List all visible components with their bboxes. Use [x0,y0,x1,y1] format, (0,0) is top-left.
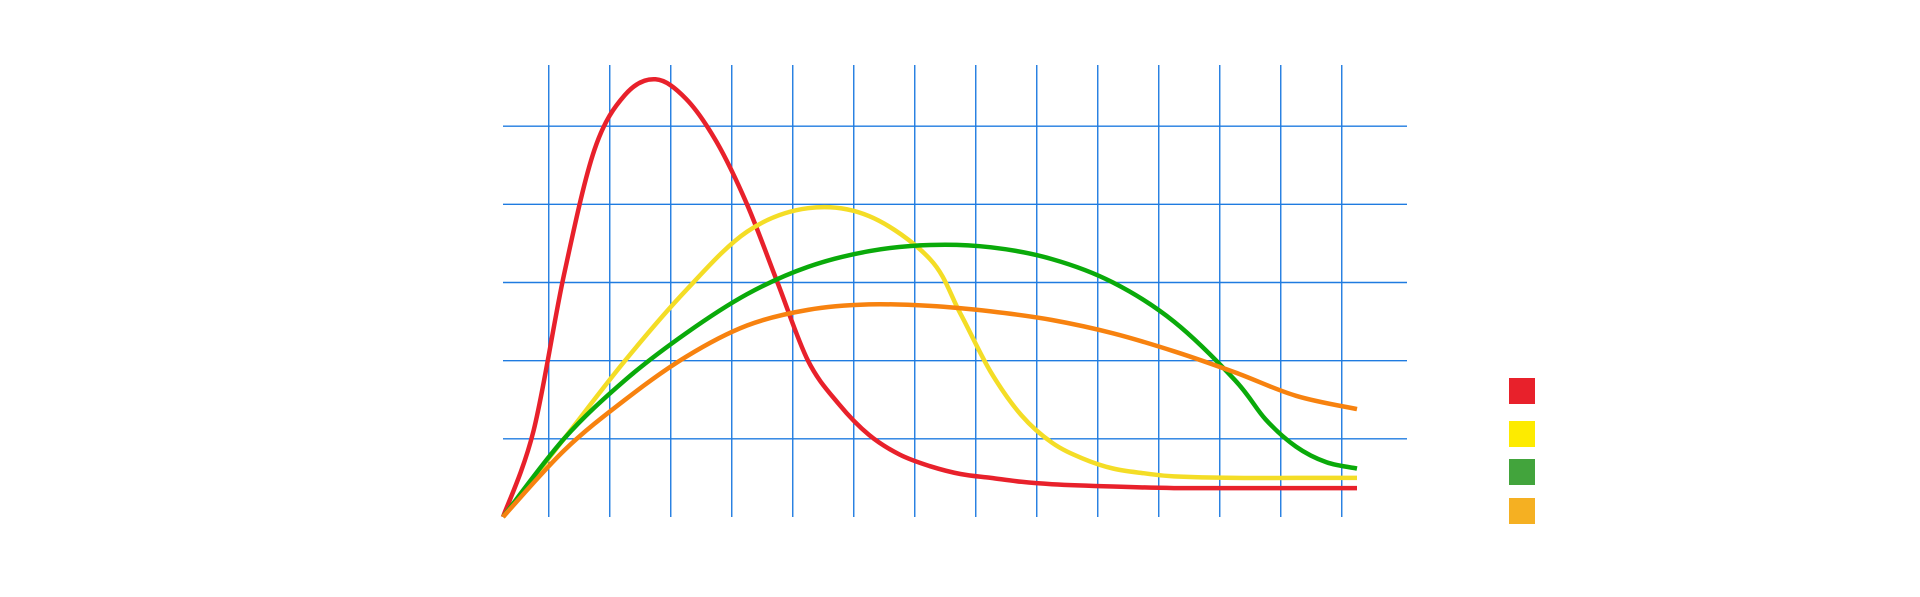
legend-swatch-4 [1509,498,1535,524]
series-line-4 [501,301,1358,519]
legend-swatch-2 [1509,421,1535,447]
series-lines [500,77,1358,519]
legend-swatch-3 [1509,459,1535,485]
legend-swatch-1 [1509,378,1535,404]
vertical-gridlines [548,65,1343,517]
horizontal-gridlines [503,125,1407,440]
series-line-3 [501,242,1358,519]
series-line-1 [500,77,1357,518]
series-line-2 [501,204,1357,519]
